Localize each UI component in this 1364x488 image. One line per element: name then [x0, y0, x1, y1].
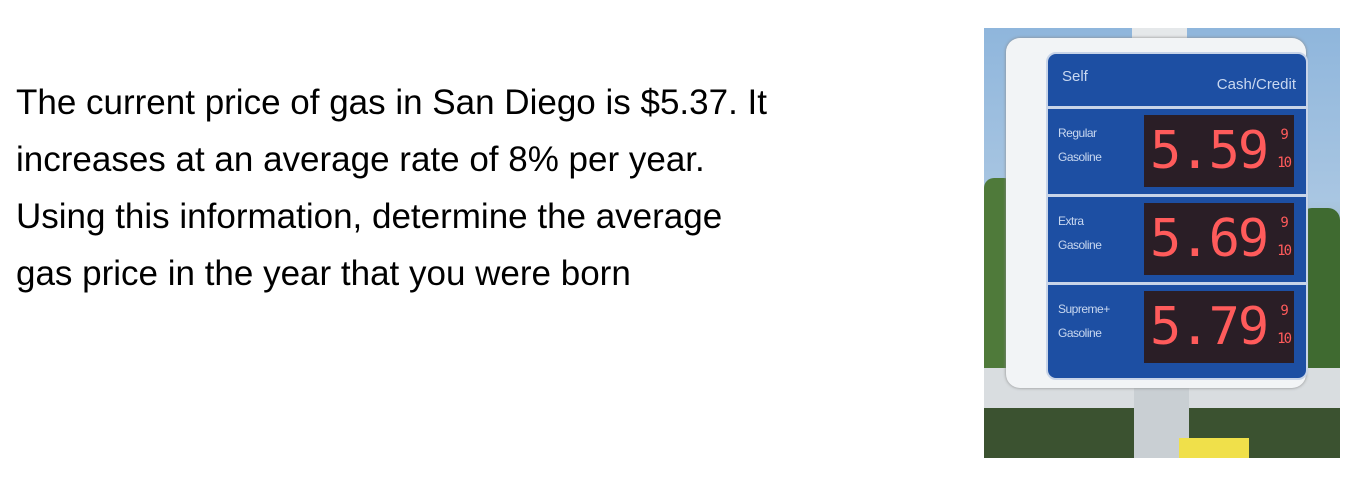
fraction-denominator: 10: [1277, 155, 1292, 171]
fraction-denominator: 10: [1277, 331, 1292, 347]
problem-line: increases at an average rate of 8% per y…: [16, 140, 705, 179]
problem-line: The current price of gas in San Diego is…: [16, 83, 767, 122]
price-value: 5.69: [1150, 209, 1269, 269]
grade-name: Regular: [1058, 126, 1097, 140]
grade-label: Supreme+ Gasoline: [1058, 297, 1110, 345]
grade-label: Extra Gasoline: [1058, 209, 1102, 257]
price-row-extra: Extra Gasoline 5.69 9 10: [1048, 194, 1306, 283]
grade-label: Regular Gasoline: [1058, 121, 1102, 169]
fuel-type: Gasoline: [1058, 326, 1102, 340]
fraction-numerator: 9: [1280, 215, 1289, 231]
fraction-numerator: 9: [1280, 127, 1289, 143]
price-value: 5.59: [1150, 121, 1269, 181]
yellow-object: [1179, 438, 1249, 458]
price-display: 5.69 9 10: [1144, 203, 1294, 275]
price-row-regular: Regular Gasoline 5.59 9 10: [1048, 106, 1306, 195]
price-value: 5.79: [1150, 297, 1269, 357]
gas-price-sign-photo: Self Cash/Credit Regular Gasoline 5.59 9 1…: [984, 28, 1340, 458]
fraction-denominator: 10: [1277, 243, 1292, 259]
sign-frame: Self Cash/Credit Regular Gasoline 5.59 9 1…: [1006, 38, 1308, 388]
problem-text: The current price of gas in San Diego is…: [16, 74, 767, 302]
header-self: Self: [1062, 68, 1088, 85]
price-display: 5.79 9 10: [1144, 291, 1294, 363]
price-fraction: 9 10: [1277, 121, 1292, 177]
fuel-type: Gasoline: [1058, 238, 1102, 252]
price-row-supreme: Supreme+ Gasoline 5.79 9 10: [1048, 282, 1306, 371]
price-display: 5.59 9 10: [1144, 115, 1294, 187]
price-fraction: 9 10: [1277, 297, 1292, 353]
grade-name: Extra: [1058, 214, 1084, 228]
sign-header: Self Cash/Credit: [1048, 54, 1306, 106]
header-payment: Cash/Credit: [1216, 76, 1296, 93]
fraction-numerator: 9: [1280, 303, 1289, 319]
grade-name: Supreme+: [1058, 302, 1110, 316]
price-fraction: 9 10: [1277, 209, 1292, 265]
problem-line: gas price in the year that you were born: [16, 254, 631, 293]
fuel-type: Gasoline: [1058, 150, 1102, 164]
problem-line: Using this information, determine the av…: [16, 197, 723, 236]
sign-panel: Self Cash/Credit Regular Gasoline 5.59 9 1…: [1046, 52, 1308, 380]
